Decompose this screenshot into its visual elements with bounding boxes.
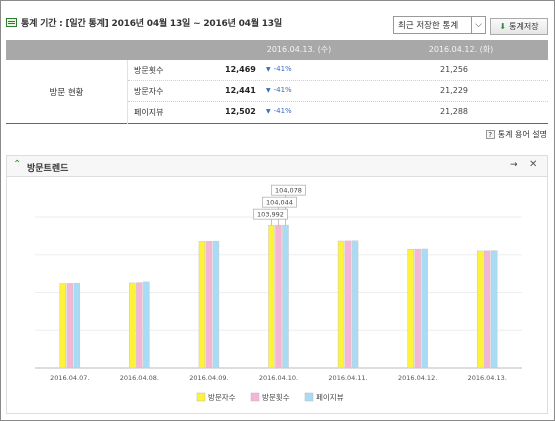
annotation-box (253, 208, 288, 220)
x-tick-label: 2016.04.08. (120, 374, 159, 382)
date-current-header: 2016.04.13. (수) (266, 45, 332, 54)
table-row: 방문횟수 12,469 ▼ -41% 21,256 (128, 60, 548, 81)
change-indicator: ▼ -41% (266, 65, 292, 73)
down-triangle-icon: ▼ (266, 108, 271, 115)
x-tick-label: 2016.04.07. (50, 374, 89, 382)
period-label: 통계 기간 : [일간 통계] 2016년 04월 13일 ~ 2016년 04… (21, 18, 282, 29)
saved-stats-select-value: 최근 저장한 통계 (398, 21, 459, 31)
legend-swatch (304, 392, 314, 402)
bar-visits (205, 241, 213, 369)
down-triangle-icon: ▼ (266, 87, 271, 94)
collapse-chevron-icon[interactable]: ⌃ (13, 159, 22, 170)
bar-visits (414, 248, 421, 369)
download-icon: ⬇ (499, 22, 507, 31)
row-label: 페이지뷰 (134, 108, 164, 117)
row-label: 방문자수 (134, 87, 164, 96)
current-value: 12,441 (225, 86, 256, 95)
bar-pageviews (282, 224, 289, 369)
table-row: 방문자수 12,441 ▼ -41% 21,229 (128, 81, 548, 102)
period-header: 통계 기간 : [일간 통계] 2016년 04월 13일 ~ 2016년 04… (6, 14, 282, 30)
terms-help-label: 통계 용어 설명 (497, 130, 547, 139)
expand-arrow-icon[interactable]: → (510, 160, 518, 170)
save-stats-button[interactable]: ⬇ 통계저장 (490, 18, 548, 35)
previous-value: 21,229 (440, 86, 468, 95)
bar-visitors (129, 282, 136, 369)
bar-visitors (407, 249, 414, 369)
trend-title: 방문트렌드 (27, 164, 69, 174)
save-stats-label: 통계저장 (509, 22, 539, 31)
down-triangle-icon: ▼ (266, 66, 271, 73)
bar-pageviews (351, 240, 359, 369)
chevron-down-icon[interactable]: ⌵ (471, 17, 485, 33)
x-tick-label: 2016.04.09. (189, 374, 228, 382)
bar-visitors (268, 224, 275, 369)
change-indicator: ▼ -41% (266, 86, 292, 94)
bar-visits (66, 283, 74, 369)
bar-pageviews (490, 250, 498, 369)
x-tick-label: 2016.04.11. (328, 374, 367, 382)
visit-status-label: 방문 현황 (6, 60, 128, 124)
data-label: 104,078 (275, 187, 302, 195)
change-value: -41% (273, 65, 292, 73)
stats-table-header: 2016.04.13. (수) 2016.04.12. (화) (6, 40, 548, 60)
change-value: -41% (273, 107, 292, 115)
bar-pageviews (212, 240, 220, 369)
bar-visits (483, 250, 491, 369)
data-label: 103,992 (257, 211, 284, 219)
question-icon: ? (485, 130, 495, 139)
trend-panel-header: ⌃ 방문트렌드 → ✕ (6, 155, 548, 177)
legend-label: 방문자수 (208, 392, 236, 402)
legend-swatch (196, 392, 206, 402)
terms-help-link[interactable]: ? 통계 용어 설명 (485, 129, 547, 140)
x-tick-label: 2016.04.12. (398, 374, 437, 382)
trend-chart-panel: 2016.04.07. 2016.04.08. 2016.04.09. 2016.04… (6, 177, 548, 414)
bar-visits (275, 224, 282, 369)
table-row: 페이지뷰 12,502 ▼ -41% 21,288 (128, 102, 548, 123)
bar-visits (344, 240, 352, 369)
legend-swatch (250, 392, 260, 402)
date-previous-header: 2016.04.12. (화) (428, 45, 494, 54)
bar-visits (136, 282, 143, 369)
previous-value: 21,288 (440, 107, 468, 116)
bar-pageviews (421, 248, 428, 369)
annotation-box (271, 184, 306, 196)
previous-value: 21,256 (440, 65, 468, 74)
table-icon (6, 17, 17, 27)
stats-table: 방문 현황 방문횟수 12,469 ▼ -41% 21,256 방문자수 12,4… (6, 60, 548, 124)
bar-visitors (59, 283, 67, 369)
data-label: 104,044 (266, 199, 293, 207)
annotation-box (262, 196, 297, 208)
close-icon[interactable]: ✕ (529, 159, 538, 170)
current-value: 12,469 (225, 65, 256, 74)
bar-visitors (198, 241, 206, 369)
bar-visitors (337, 240, 345, 369)
legend-label: 페이지뷰 (316, 392, 344, 402)
change-indicator: ▼ -41% (266, 107, 292, 115)
x-tick-label: 2016.04.13. (468, 374, 507, 382)
x-tick-label: 2016.04.10. (259, 374, 298, 382)
bar-visitors (476, 250, 484, 369)
trend-chart: 2016.04.07. 2016.04.08. 2016.04.09. 2016.04… (35, 184, 522, 402)
legend-label: 방문횟수 (262, 392, 290, 402)
current-value: 12,502 (225, 107, 256, 116)
saved-stats-select[interactable]: 최근 저장한 통계 ⌵ (393, 16, 486, 34)
bar-pageviews (143, 281, 150, 369)
bar-pageviews (73, 282, 81, 369)
change-value: -41% (273, 86, 292, 94)
row-label: 방문횟수 (134, 66, 164, 75)
